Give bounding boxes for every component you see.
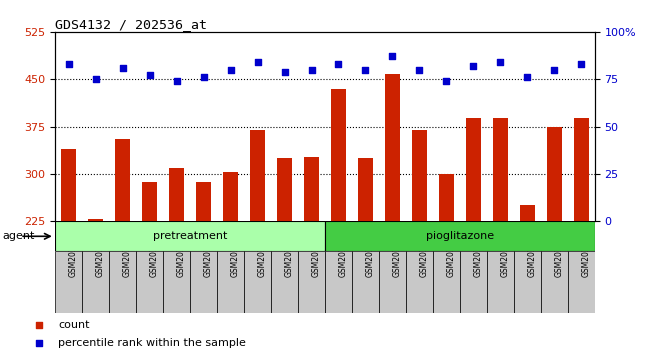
Bar bbox=[82, 251, 109, 313]
Text: GSM201834: GSM201834 bbox=[311, 231, 320, 277]
Text: pretreatment: pretreatment bbox=[153, 231, 228, 241]
Text: agent: agent bbox=[2, 231, 34, 241]
Bar bbox=[142, 182, 157, 221]
Bar bbox=[169, 167, 184, 221]
Text: GSM201833: GSM201833 bbox=[285, 231, 294, 277]
Bar bbox=[325, 251, 352, 313]
Point bbox=[64, 61, 74, 67]
Text: GSM201839: GSM201839 bbox=[447, 231, 456, 277]
Bar bbox=[136, 251, 163, 313]
Bar bbox=[61, 149, 76, 221]
Bar bbox=[568, 251, 595, 313]
Text: GSM201543: GSM201543 bbox=[96, 231, 105, 277]
Point bbox=[549, 67, 560, 73]
Point bbox=[252, 59, 263, 65]
Point bbox=[280, 69, 290, 74]
Bar bbox=[55, 221, 325, 251]
Point bbox=[387, 54, 398, 59]
Text: GSM201829: GSM201829 bbox=[177, 231, 186, 277]
Bar bbox=[271, 251, 298, 313]
Text: GSM201832: GSM201832 bbox=[257, 231, 266, 277]
Bar bbox=[379, 251, 406, 313]
Bar bbox=[298, 251, 325, 313]
Bar bbox=[109, 251, 136, 313]
Point bbox=[306, 67, 317, 73]
Point bbox=[468, 63, 478, 69]
Bar bbox=[325, 221, 595, 251]
Bar bbox=[433, 251, 460, 313]
Bar bbox=[412, 130, 427, 221]
Bar bbox=[466, 118, 481, 221]
Point bbox=[172, 78, 182, 84]
Text: GSM201545: GSM201545 bbox=[150, 231, 159, 277]
Point bbox=[333, 61, 344, 67]
Bar bbox=[574, 118, 589, 221]
Bar bbox=[358, 158, 373, 221]
Text: GSM201542: GSM201542 bbox=[69, 231, 78, 277]
Point bbox=[90, 76, 101, 82]
Point bbox=[576, 61, 586, 67]
Bar bbox=[406, 251, 433, 313]
Bar bbox=[115, 139, 130, 221]
Text: GDS4132 / 202536_at: GDS4132 / 202536_at bbox=[55, 18, 207, 31]
Bar bbox=[244, 251, 271, 313]
Bar bbox=[250, 130, 265, 221]
Bar bbox=[277, 158, 292, 221]
Point bbox=[495, 59, 506, 65]
Bar bbox=[196, 182, 211, 221]
Text: GSM201844: GSM201844 bbox=[581, 231, 590, 277]
Bar bbox=[163, 251, 190, 313]
Text: count: count bbox=[58, 320, 90, 330]
Point bbox=[414, 67, 424, 73]
Point bbox=[118, 65, 128, 71]
Text: percentile rank within the sample: percentile rank within the sample bbox=[58, 338, 246, 348]
Text: GSM201841: GSM201841 bbox=[500, 231, 510, 277]
Point bbox=[522, 74, 532, 80]
Point bbox=[360, 67, 370, 73]
Bar bbox=[547, 127, 562, 221]
Bar bbox=[190, 251, 217, 313]
Bar bbox=[514, 251, 541, 313]
Point bbox=[198, 74, 209, 80]
Point bbox=[226, 67, 236, 73]
Bar bbox=[541, 251, 568, 313]
Text: GSM201838: GSM201838 bbox=[419, 231, 428, 277]
Text: GSM201831: GSM201831 bbox=[231, 231, 240, 277]
Bar bbox=[352, 251, 379, 313]
Bar bbox=[331, 89, 346, 221]
Text: GSM201544: GSM201544 bbox=[123, 231, 132, 277]
Text: GSM201836: GSM201836 bbox=[365, 231, 374, 277]
Point bbox=[441, 78, 452, 84]
Bar bbox=[88, 219, 103, 221]
Bar bbox=[304, 157, 319, 221]
Text: GSM201842: GSM201842 bbox=[527, 231, 536, 277]
Text: GSM201835: GSM201835 bbox=[339, 231, 348, 277]
Bar bbox=[439, 174, 454, 221]
Text: GSM201843: GSM201843 bbox=[554, 231, 564, 277]
Text: GSM201840: GSM201840 bbox=[473, 231, 482, 277]
Bar bbox=[217, 251, 244, 313]
Bar bbox=[55, 251, 82, 313]
Bar bbox=[520, 205, 535, 221]
Text: GSM201837: GSM201837 bbox=[393, 231, 402, 277]
Bar bbox=[487, 251, 514, 313]
Bar bbox=[385, 74, 400, 221]
Text: pioglitazone: pioglitazone bbox=[426, 231, 494, 241]
Point bbox=[144, 73, 155, 78]
Text: GSM201830: GSM201830 bbox=[203, 231, 213, 277]
Bar bbox=[460, 251, 487, 313]
Bar bbox=[493, 118, 508, 221]
Bar bbox=[223, 172, 238, 221]
